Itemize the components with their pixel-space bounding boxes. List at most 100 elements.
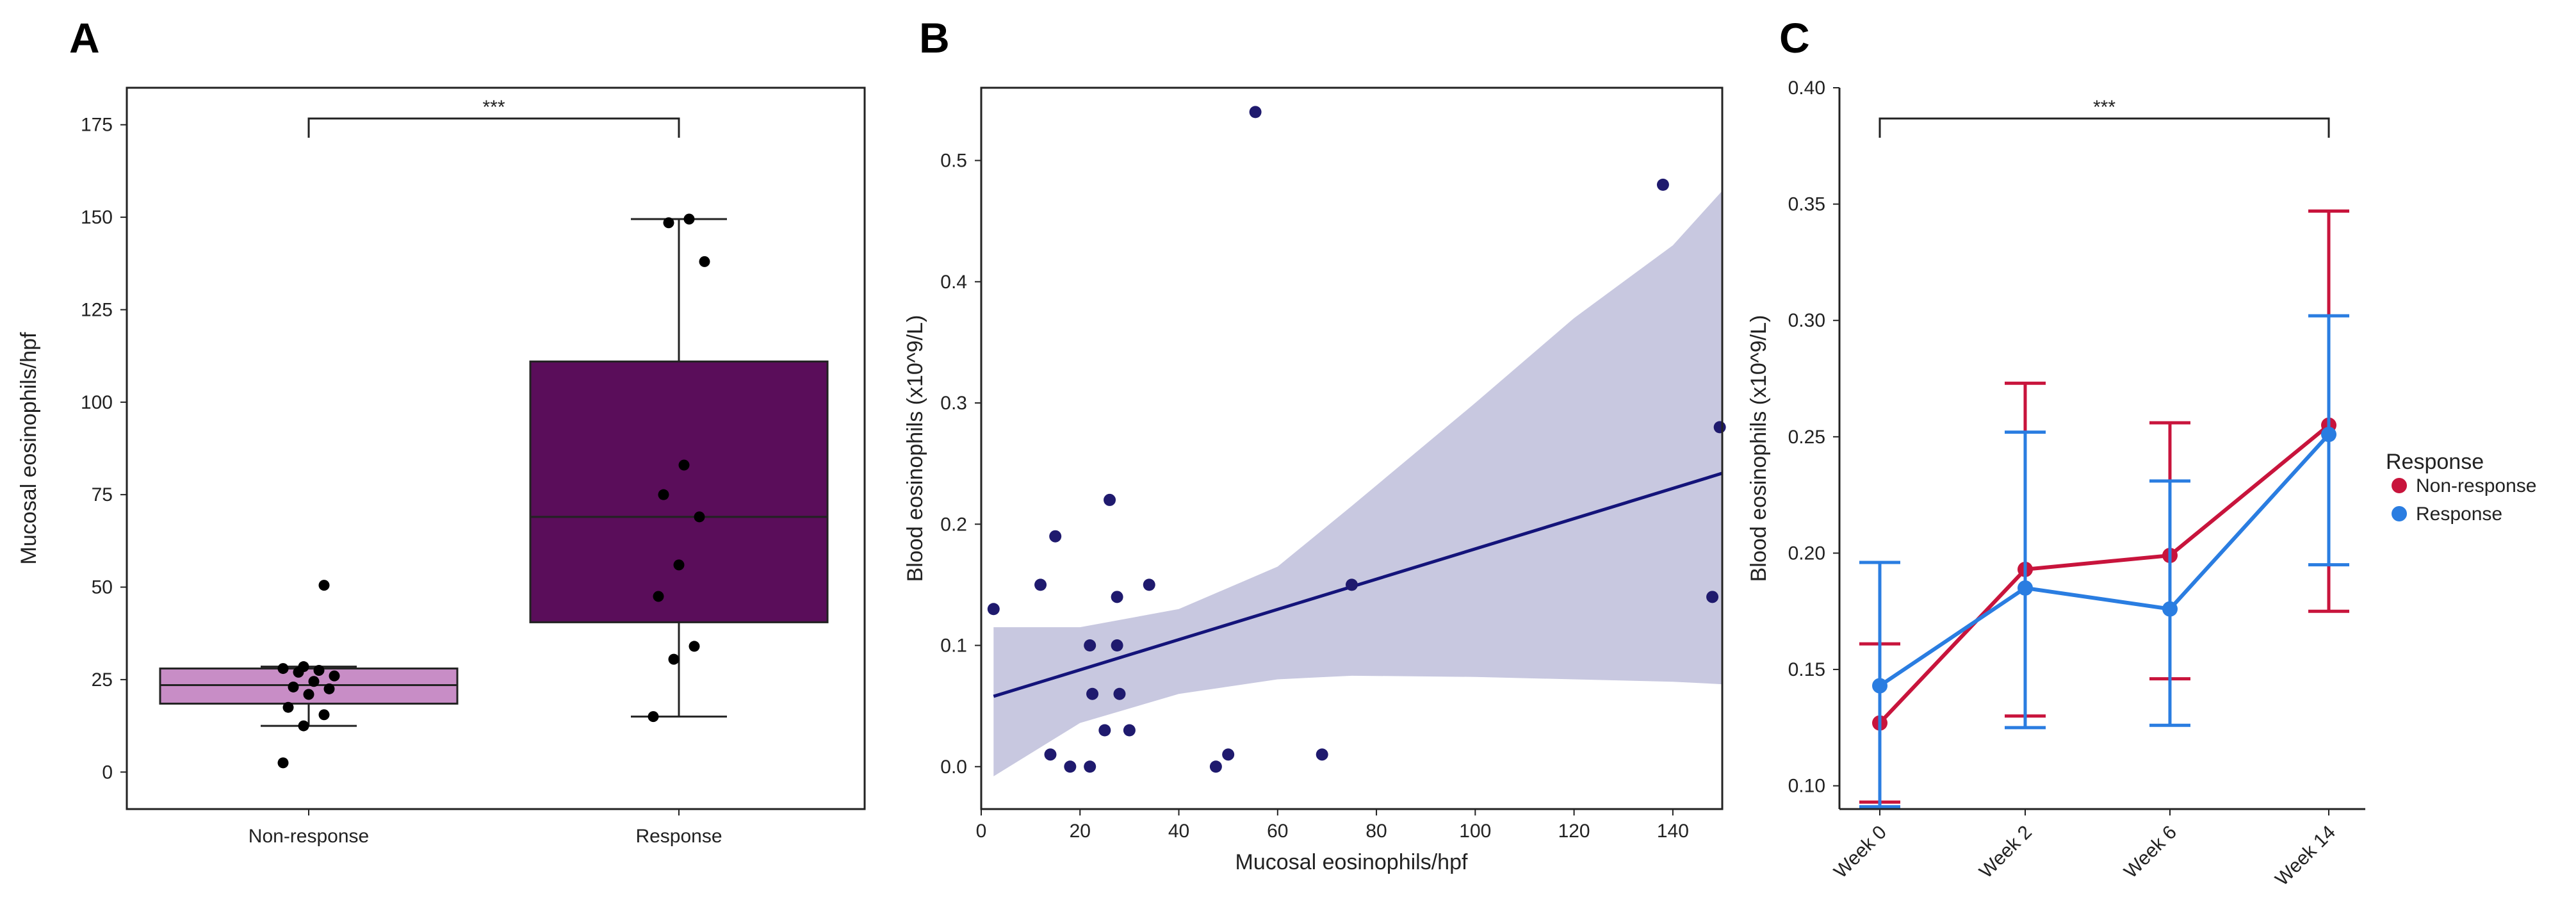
data-point [1249, 106, 1262, 119]
data-point [694, 511, 705, 523]
data-point [298, 661, 309, 673]
data-point [1034, 578, 1047, 591]
data-point [653, 591, 664, 602]
y-tick-label: 0.0 [940, 757, 967, 778]
data-point [1346, 578, 1358, 591]
data-point [678, 459, 690, 471]
panel-a: 0 25 50 75 100 125 150 175 Non-response Response… [17, 86, 866, 847]
data-point [673, 559, 685, 571]
panel-a-significance: *** [307, 97, 680, 138]
x-tick-label: 40 [1168, 821, 1189, 842]
x-tick-label: Non-response [249, 826, 369, 847]
data-point [303, 689, 314, 700]
y-tick-label: 0.4 [940, 272, 967, 293]
data-point [1706, 591, 1719, 603]
data-point [308, 676, 320, 687]
panel-a-x-ticks: Non-response Response [249, 809, 722, 847]
legend-label: Non-response [2416, 475, 2536, 496]
data-point [699, 256, 710, 267]
y-tick-label: 150 [81, 207, 113, 228]
panel-b-x-ticks: 0 20 40 60 80 100 120 140 [976, 809, 1689, 842]
significance-bracket [1879, 117, 2330, 138]
y-tick-label: 100 [81, 392, 113, 413]
data-point [987, 603, 1000, 616]
y-tick-label: 0.3 [940, 393, 967, 414]
y-tick-label: 0.5 [940, 151, 967, 172]
panel-b-marks [987, 106, 1726, 773]
panel-c-letter: C [1779, 14, 1810, 61]
data-point [318, 709, 330, 721]
legend-label: Response [2416, 504, 2502, 525]
x-tick-label: 60 [1267, 821, 1288, 842]
panel-b: 0.0 0.1 0.2 0.3 0.4 0.5 0 20 40 60 80 100 120 140 Mu… [903, 86, 1726, 874]
series-point [2321, 427, 2336, 443]
y-tick-label: 0.30 [1788, 310, 1825, 331]
panel-a-marks [159, 213, 829, 769]
significance-bracket [307, 117, 680, 138]
data-point [277, 757, 289, 769]
data-point [277, 663, 289, 675]
panel-a-y-axis-label: Mucosal eosinophils/hpf [17, 332, 41, 564]
y-tick-label: 0.25 [1788, 427, 1825, 448]
y-tick-label: 75 [92, 484, 113, 505]
data-point [648, 711, 659, 723]
y-tick-label: 0 [102, 762, 113, 783]
data-point [1104, 493, 1116, 506]
regression-line [993, 471, 1723, 698]
data-point [298, 720, 309, 732]
y-tick-label: 25 [92, 669, 113, 691]
panel-b-letter: B [919, 14, 950, 61]
x-tick-label: 80 [1365, 821, 1387, 842]
data-point [329, 670, 340, 682]
panel-b-frame [980, 86, 1724, 810]
significance-label: *** [2093, 97, 2115, 118]
data-point [1113, 687, 1126, 700]
data-point [323, 683, 335, 694]
y-tick-label: 0.10 [1788, 776, 1825, 797]
data-point [1084, 760, 1096, 773]
data-point [1222, 748, 1235, 761]
data-point [683, 213, 695, 225]
x-tick-label: 100 [1459, 821, 1491, 842]
x-tick-label: Response [635, 826, 722, 847]
panel-c-y-axis-label: Blood eosinophils (x10^9/L) [1747, 315, 1771, 582]
data-point [313, 664, 325, 676]
legend-marker [2392, 506, 2407, 521]
y-tick-label: 125 [81, 299, 113, 320]
data-point [1656, 178, 1669, 191]
x-tick-label: 120 [1558, 821, 1590, 842]
panel-c-significance: *** [1879, 97, 2330, 138]
series-line-1 [1879, 433, 2331, 687]
y-tick-label: 0.20 [1788, 543, 1825, 564]
panel-b-confidence-band [993, 190, 1722, 776]
panel-c-y-ticks: 0.10 0.15 0.20 0.25 0.30 0.35 0.40 [1788, 78, 1839, 797]
panel-b-x-axis-label: Mucosal eosinophils/hpf [1235, 850, 1468, 874]
y-tick-label: 0.40 [1788, 78, 1825, 99]
series-point [2018, 580, 2033, 596]
data-point [318, 580, 330, 591]
legend-title: Response [2386, 450, 2484, 474]
series-point [2162, 601, 2178, 617]
data-point [1084, 639, 1096, 652]
legend-marker [2392, 478, 2407, 493]
data-point [1143, 578, 1155, 591]
data-point [1086, 687, 1099, 700]
panel-a-letter: A [69, 14, 100, 61]
data-point [1111, 591, 1123, 603]
y-tick-label: 0.2 [940, 514, 967, 535]
significance-label: *** [482, 97, 505, 118]
x-tick-label: 140 [1657, 821, 1689, 842]
panel-a-y-ticks: 0 25 50 75 100 125 150 175 [81, 115, 127, 783]
data-point [1049, 530, 1062, 543]
y-tick-label: 50 [92, 577, 113, 598]
data-point [689, 641, 700, 652]
data-point [288, 681, 299, 692]
data-point [1713, 421, 1726, 434]
y-tick-label: 0.15 [1788, 659, 1825, 680]
series-line-0 [1878, 423, 2330, 725]
data-point [1111, 639, 1123, 652]
series-point [1872, 678, 1887, 694]
data-point [1316, 748, 1328, 761]
